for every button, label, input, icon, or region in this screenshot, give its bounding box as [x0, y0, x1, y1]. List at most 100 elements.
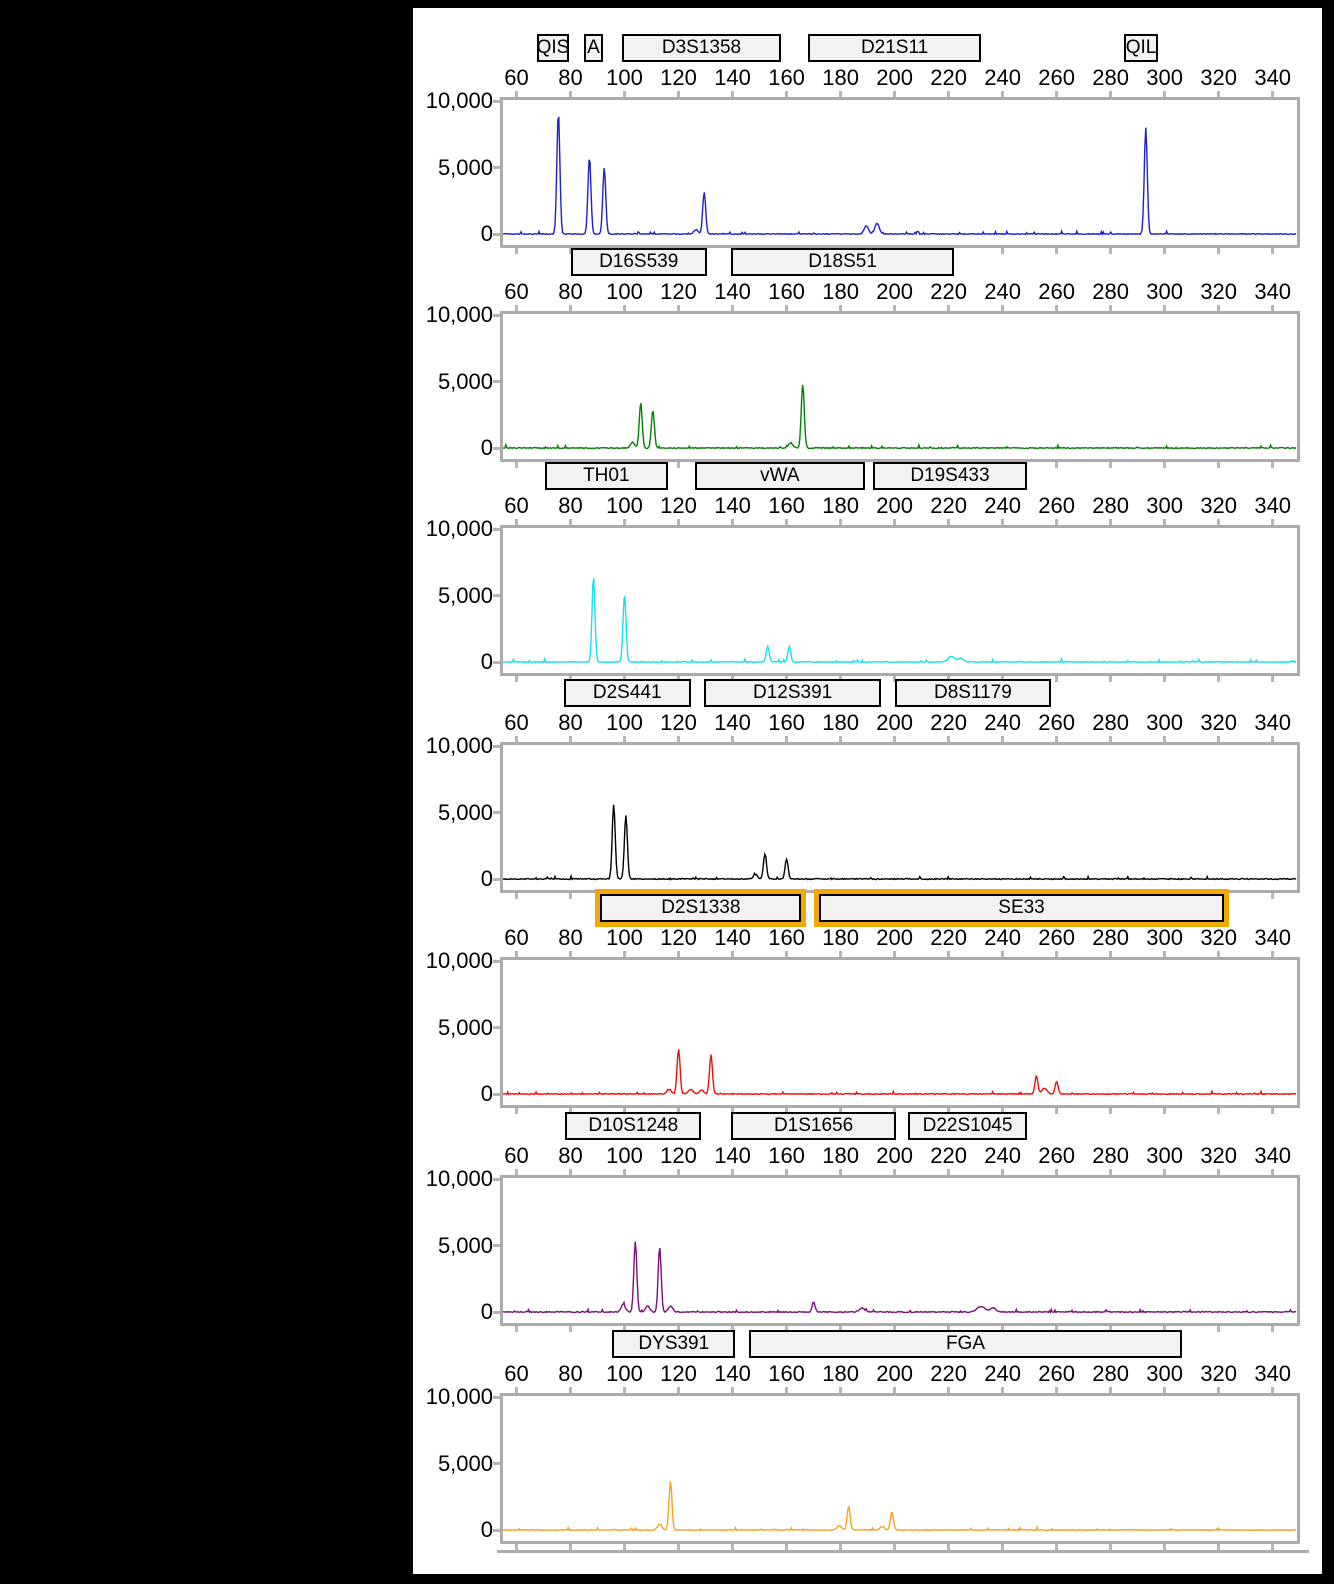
x-tick-label: 120 [660, 493, 697, 518]
plot-area-red [500, 957, 1300, 1108]
x-tick-mark [1001, 736, 1005, 746]
x-tick-mark-bottom [569, 675, 573, 682]
x-tick-label: 80 [558, 65, 583, 90]
x-tick-mark [1055, 736, 1059, 746]
x-tick-label: 300 [1146, 279, 1184, 304]
marker-box-QIS: QIS [536, 34, 570, 62]
x-tick-mark-bottom [1163, 1543, 1167, 1550]
x-tick-mark-bottom [731, 1543, 735, 1550]
x-tick-mark [677, 736, 681, 746]
x-tick-mark [677, 1169, 681, 1179]
x-tick-mark [623, 519, 627, 529]
marker-box-D2S441: D2S441 [563, 679, 691, 707]
x-tick-label: 260 [1038, 710, 1075, 735]
x-tick-mark [1055, 951, 1059, 961]
x-tick-label: 320 [1200, 279, 1238, 304]
marker-box-D21S11: D21S11 [808, 34, 981, 62]
y-tick-label: 5,000 [437, 1450, 493, 1476]
x-tick-label: 340 [1254, 1361, 1292, 1386]
marker-box-D2S1338: D2S1338 [600, 894, 802, 922]
x-tick-label: 340 [1254, 279, 1292, 304]
x-tick-label: 160 [768, 65, 805, 90]
x-tick-label: 240 [984, 710, 1021, 735]
x-tick-mark [1217, 736, 1221, 746]
y-tick-label: 10,000 [425, 302, 493, 327]
x-tick-mark [947, 1169, 951, 1179]
x-tick-label: 300 [1146, 493, 1184, 518]
y-tick-label: 0 [480, 221, 493, 246]
x-tick-mark [785, 1169, 789, 1179]
x-tick-label: 140 [714, 65, 751, 90]
x-tick-label: 320 [1200, 493, 1238, 518]
x-tick-mark-bottom [677, 1325, 681, 1332]
x-tick-mark [1055, 1387, 1059, 1397]
x-tick-mark [1217, 305, 1221, 315]
x-tick-mark [623, 1387, 627, 1397]
x-tick-mark-bottom [623, 675, 627, 682]
x-tick-label: 160 [768, 710, 805, 735]
marker-box-D22S1045: D22S1045 [908, 1112, 1027, 1140]
x-tick-mark-bottom [623, 1543, 627, 1550]
marker-box-SE33: SE33 [818, 894, 1225, 922]
trace-line-black [503, 804, 1297, 881]
x-tick-mark [677, 305, 681, 315]
x-tick-label: 340 [1254, 493, 1292, 518]
x-tick-mark [1271, 305, 1275, 315]
y-tick-mark [493, 1244, 500, 1247]
x-tick-mark [1271, 1387, 1275, 1397]
x-tick-label: 120 [660, 1143, 697, 1168]
x-tick-label: 80 [558, 710, 583, 735]
x-tick-mark-bottom [1163, 247, 1167, 254]
x-tick-mark-bottom [569, 892, 573, 899]
y-tick-mark [493, 1310, 500, 1314]
x-tick-label: 140 [714, 1361, 751, 1386]
x-tick-mark [893, 305, 897, 315]
trace-red [503, 1049, 1297, 1096]
x-tick-label: 80 [558, 1361, 583, 1386]
x-tick-mark [677, 519, 681, 529]
y-tick-label: 0 [480, 1299, 493, 1324]
x-tick-label: 340 [1254, 1143, 1292, 1168]
x-tick-mark [893, 951, 897, 961]
x-tick-mark-bottom [1271, 247, 1275, 254]
x-tick-label: 300 [1146, 65, 1184, 90]
x-tick-mark [1217, 91, 1221, 101]
x-tick-mark [839, 519, 843, 529]
x-tick-label: 100 [606, 279, 643, 304]
trace-line-orange [503, 1481, 1297, 1532]
x-tick-label: 60 [504, 493, 529, 518]
x-tick-mark-bottom [1001, 1543, 1005, 1550]
x-tick-mark-bottom [731, 675, 735, 682]
x-tick-mark-bottom [785, 1325, 789, 1332]
y-tick-mark [493, 811, 500, 814]
x-tick-label: 220 [930, 1361, 967, 1386]
x-tick-label: 120 [660, 710, 697, 735]
y-tick-mark [493, 1462, 500, 1465]
x-tick-label: 80 [558, 925, 583, 950]
plot-area-purple [500, 1175, 1300, 1326]
x-tick-mark [515, 951, 518, 961]
x-tick-label: 320 [1200, 925, 1238, 950]
x-tick-mark [731, 91, 735, 101]
x-tick-mark [569, 951, 573, 961]
x-tick-label: 320 [1200, 710, 1238, 735]
trace-black [503, 804, 1297, 881]
x-tick-label: 120 [660, 1361, 697, 1386]
y-tick-mark [493, 313, 500, 317]
x-tick-mark [1163, 951, 1167, 961]
marker-box-FGA: FGA [748, 1330, 1183, 1358]
x-tick-label: 160 [768, 1143, 805, 1168]
y-tick-label: 10,000 [425, 516, 493, 541]
x-tick-mark [893, 91, 897, 101]
plot-area-cyan [500, 525, 1300, 676]
x-tick-mark [1109, 1387, 1113, 1397]
x-tick-mark [731, 736, 735, 746]
x-tick-mark-bottom [1271, 892, 1275, 899]
x-tick-mark [569, 91, 573, 101]
x-tick-mark-bottom [515, 892, 518, 899]
x-tick-label: 140 [714, 493, 751, 518]
x-tick-mark-bottom [1271, 1325, 1275, 1332]
marker-box-D3S1358: D3S1358 [621, 34, 782, 62]
x-tick-mark-bottom [1217, 1543, 1221, 1550]
x-tick-mark-bottom [677, 1107, 681, 1114]
